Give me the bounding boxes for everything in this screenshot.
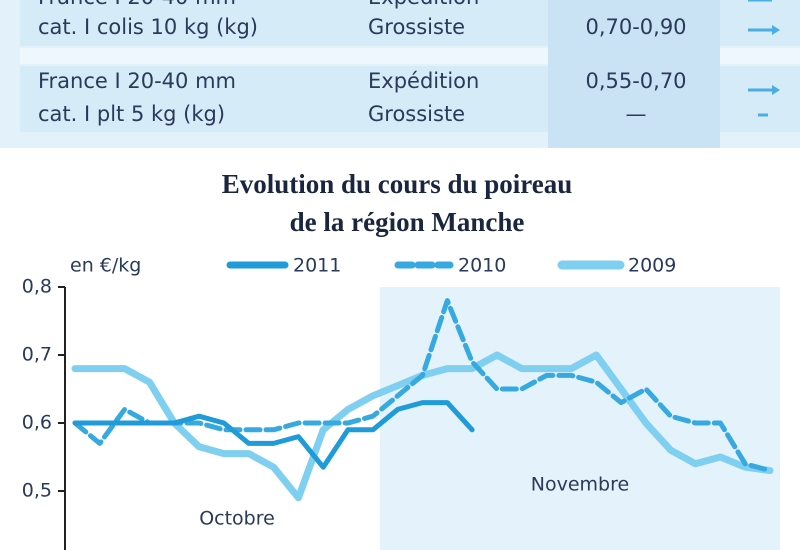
- y-tick-label: 0,8: [22, 276, 52, 298]
- period-label: Novembre: [531, 474, 629, 496]
- november-bg: [380, 287, 780, 550]
- y-tick-label: 0,4: [22, 548, 52, 550]
- trend-icons: [748, 0, 780, 117]
- period-label: Octobre: [199, 508, 275, 530]
- series-line: [72, 298, 773, 474]
- stage: Expédition: [368, 0, 479, 9]
- plot: 0,4 0,5 0,6 0,7 0,8 2009 2010 2011: [22, 255, 774, 550]
- arrow-head: [772, 85, 780, 95]
- series-line: [72, 400, 475, 470]
- arrow-head: [772, 25, 780, 35]
- product: cat. I colis 10 kg (kg): [38, 15, 258, 39]
- legend-label: 2009: [628, 255, 676, 277]
- chart-title: Evolution du cours du poireau: [222, 169, 573, 199]
- legend-label: 2011: [293, 255, 341, 277]
- stage: Grossiste: [368, 15, 465, 39]
- y-label: en €/kg: [70, 255, 141, 277]
- y-tick-label: 0,7: [22, 344, 52, 366]
- legend-label: 2010: [458, 255, 506, 277]
- stage: Expédition: [368, 69, 479, 93]
- price: 0,70-0,90: [585, 15, 686, 39]
- product: France I 20-40 mm: [38, 69, 236, 93]
- price: —: [626, 102, 647, 126]
- price-column: [548, 0, 720, 148]
- product: cat. I plt 5 kg (kg): [38, 102, 225, 126]
- price: 0,55-0,70: [585, 69, 686, 93]
- y-tick-label: 0,5: [22, 480, 52, 502]
- y-tick-label: 0,6: [22, 412, 52, 434]
- product: France I 20-40 mm: [38, 0, 236, 9]
- stage: Grossiste: [368, 102, 465, 126]
- table: France I 20-40 mm cat. I colis 10 kg (kg)…: [38, 0, 687, 126]
- chart-title: de la région Manche: [290, 207, 525, 237]
